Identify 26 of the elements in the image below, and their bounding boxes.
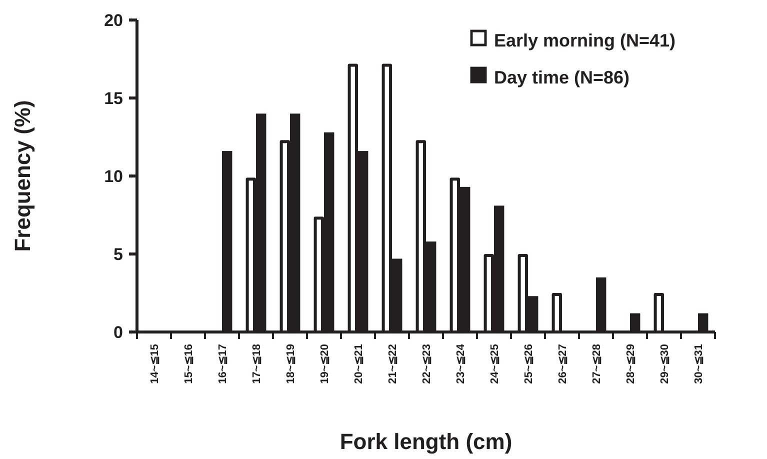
x-tick-label: 14~≦15	[148, 344, 161, 384]
x-tick-label: 15~≦16	[182, 344, 195, 384]
x-tick-label: 27~≦28	[590, 344, 603, 384]
x-tick-label: 19~≦20	[318, 344, 331, 384]
x-tick-label: 20~≦21	[352, 344, 365, 384]
y-tick-label: 0	[114, 322, 123, 342]
x-tick-label: 17~≦18	[250, 344, 263, 384]
legend-label: Day time (N=86)	[494, 67, 630, 88]
x-axis-title: Fork length (cm)	[340, 429, 512, 454]
y-axis-title: Frequency (%)	[10, 100, 35, 252]
y-tick-label: 20	[104, 10, 123, 30]
x-tick-label: 18~≦19	[284, 344, 297, 384]
x-tick-label: 25~≦26	[522, 344, 535, 384]
x-tick-label: 16~≦17	[216, 344, 229, 384]
x-tick-label: 26~≦27	[556, 344, 569, 384]
y-tick-label: 5	[114, 244, 123, 264]
x-tick-label: 29~≦30	[658, 344, 671, 384]
x-tick-label: 23~≦24	[454, 343, 467, 384]
x-tick-label: 24~≦25	[488, 344, 501, 384]
y-tick-label: 15	[104, 88, 123, 108]
x-tick-label: 22~≦23	[420, 344, 433, 384]
x-tick-label: 28~≦29	[624, 344, 637, 384]
x-tick-label: 21~≦22	[386, 344, 399, 384]
legend-label: Early morning (N=41)	[494, 30, 676, 50]
y-tick-label: 10	[104, 166, 123, 186]
x-tick-label: 30~≦31	[692, 344, 705, 384]
